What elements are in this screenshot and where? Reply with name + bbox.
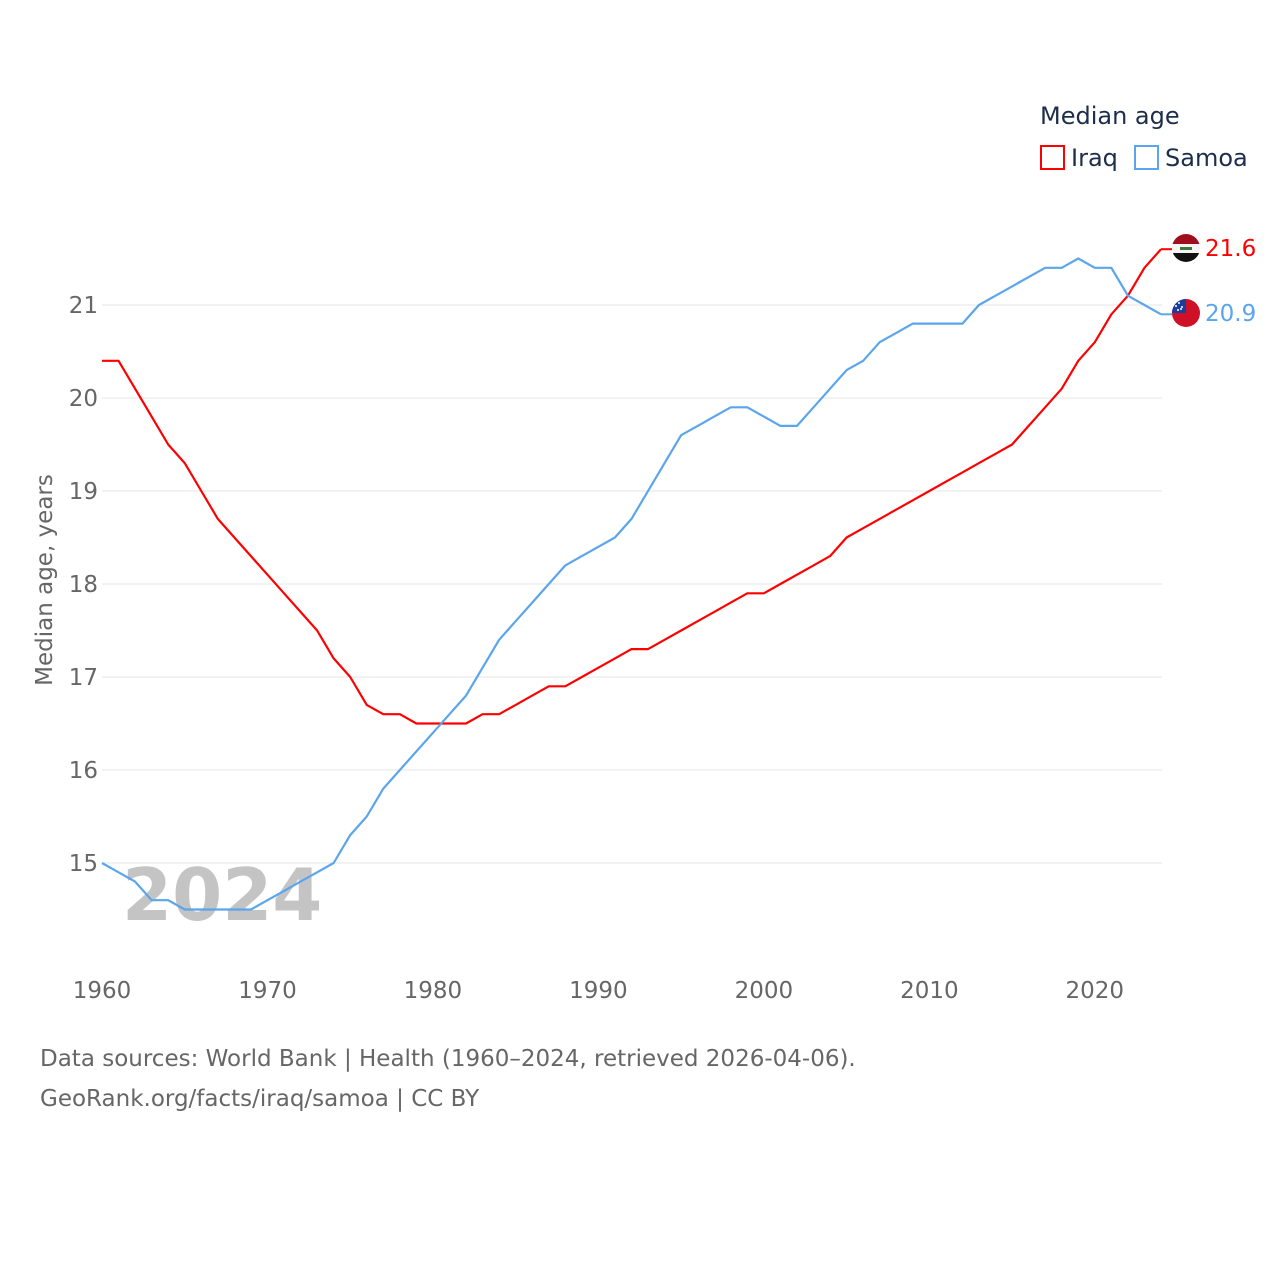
y-tick-label: 18 xyxy=(69,572,98,598)
series-line-iraq xyxy=(102,248,1162,725)
flag-star xyxy=(1177,309,1179,311)
y-tick-label: 19 xyxy=(69,479,98,505)
end-value-label-iraq: 21.6 xyxy=(1205,236,1256,262)
flag-script xyxy=(1180,247,1192,250)
legend-label: Samoa xyxy=(1165,144,1248,172)
legend-item-iraq[interactable]: Iraq xyxy=(1040,144,1118,172)
end-value-label-samoa: 20.9 xyxy=(1205,301,1256,327)
x-tick-label: 1970 xyxy=(238,978,297,1004)
y-tick-label: 20 xyxy=(69,386,98,412)
flag-body xyxy=(1172,234,1200,262)
x-tick-label: 2000 xyxy=(735,978,794,1004)
samoa-flag-icon xyxy=(1172,299,1200,327)
data-sources-text: Data sources: World Bank | Health (1960–… xyxy=(40,1046,856,1072)
x-tick-label: 1960 xyxy=(73,978,132,1004)
flag-stripe xyxy=(1172,234,1200,244)
attribution-link[interactable]: GeoRank.org/facts/iraq/samoa | CC BY xyxy=(40,1086,480,1112)
legend-label: Iraq xyxy=(1071,144,1118,172)
flag-body xyxy=(1172,299,1200,327)
legend-item-samoa[interactable]: Samoa xyxy=(1134,144,1248,172)
y-tick-label: 17 xyxy=(69,665,98,691)
x-tick-label: 1980 xyxy=(404,978,463,1004)
x-tick-label: 1990 xyxy=(569,978,628,1004)
y-axis-label: Median age, years xyxy=(32,474,58,686)
flag-star xyxy=(1180,308,1182,310)
x-tick-label: 2020 xyxy=(1066,978,1125,1004)
year-watermark: 2024 xyxy=(122,853,322,937)
series-line-samoa xyxy=(101,257,1162,911)
x-tick-label: 2010 xyxy=(900,978,959,1004)
legend-swatch xyxy=(1040,145,1065,170)
legend-title: Median age xyxy=(1040,102,1180,130)
y-tick-label: 21 xyxy=(69,293,98,319)
legend-swatch xyxy=(1134,145,1159,170)
iraq-flag-icon xyxy=(1172,234,1200,262)
flag-star xyxy=(1175,305,1177,307)
flag-stripe xyxy=(1172,253,1200,262)
flag-canton xyxy=(1172,299,1186,313)
y-tick-label: 16 xyxy=(69,758,98,784)
flag-star xyxy=(1178,302,1180,304)
flag-star xyxy=(1181,306,1183,308)
y-tick-label: 15 xyxy=(69,851,98,877)
legend: Median age Iraq Samoa xyxy=(1040,102,1248,172)
